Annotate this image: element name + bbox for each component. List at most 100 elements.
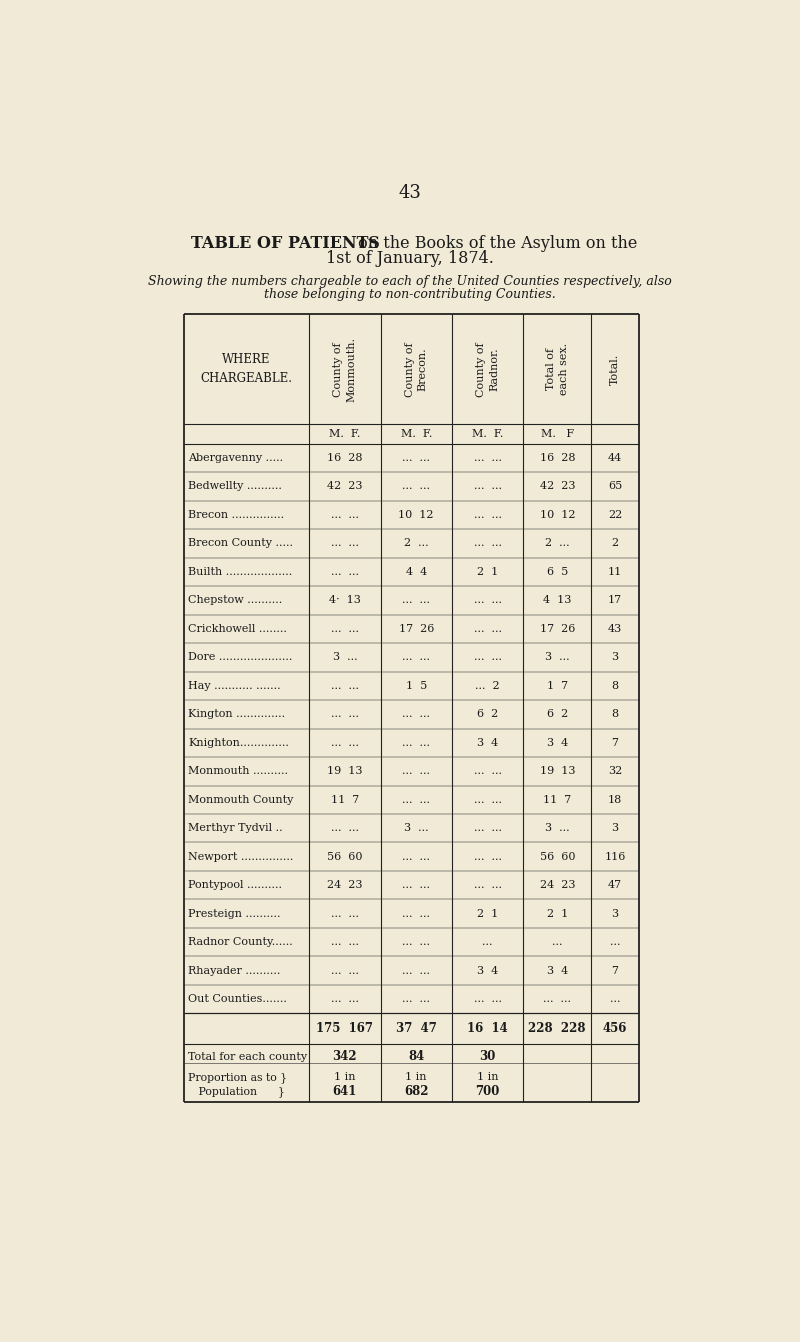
Text: ...  ...: ... ... <box>331 624 359 633</box>
Text: 56  60: 56 60 <box>327 852 362 862</box>
Text: ...  ...: ... ... <box>474 624 502 633</box>
Text: 6  2: 6 2 <box>546 710 568 719</box>
Text: 47: 47 <box>608 880 622 890</box>
Text: 3  ...: 3 ... <box>545 652 570 663</box>
Text: Rhayader ..........: Rhayader .......... <box>188 966 281 976</box>
Text: ...  ...: ... ... <box>474 766 502 776</box>
Text: M.  F.: M. F. <box>330 429 361 439</box>
Text: ...  ...: ... ... <box>402 909 430 919</box>
Text: ...  ...: ... ... <box>474 452 502 463</box>
Text: 2  1: 2 1 <box>477 909 498 919</box>
Text: 10  12: 10 12 <box>398 510 434 519</box>
Text: ...  ...: ... ... <box>474 823 502 833</box>
Text: 682: 682 <box>404 1086 429 1098</box>
Text: Bedwellty ..........: Bedwellty .......... <box>188 482 282 491</box>
Text: Newport ...............: Newport ............... <box>188 852 294 862</box>
Text: 3: 3 <box>611 823 618 833</box>
Text: Hay ........... .......: Hay ........... ....... <box>188 680 281 691</box>
Text: 1  5: 1 5 <box>406 680 427 691</box>
Text: 16  28: 16 28 <box>327 452 362 463</box>
Text: 3  4: 3 4 <box>477 966 498 976</box>
Text: Total.: Total. <box>610 354 620 385</box>
Text: 32: 32 <box>608 766 622 776</box>
Text: 11  7: 11 7 <box>330 794 359 805</box>
Text: Population      }: Population } <box>187 1086 285 1096</box>
Text: Proportion as to }: Proportion as to } <box>187 1072 286 1083</box>
Text: ...  ...: ... ... <box>402 452 430 463</box>
Text: 6  5: 6 5 <box>546 566 568 577</box>
Text: 56  60: 56 60 <box>539 852 575 862</box>
Text: ...  ...: ... ... <box>474 652 502 663</box>
Text: ...  ...: ... ... <box>474 880 502 890</box>
Text: M.   F: M. F <box>541 429 574 439</box>
Text: ...  ...: ... ... <box>402 794 430 805</box>
Text: those belonging to non-contributing Counties.: those belonging to non-contributing Coun… <box>264 287 556 301</box>
Text: Brecon ...............: Brecon ............... <box>188 510 285 519</box>
Text: 16  28: 16 28 <box>539 452 575 463</box>
Text: 1 in: 1 in <box>406 1072 427 1082</box>
Text: Total of
each sex.: Total of each sex. <box>546 344 569 396</box>
Text: Presteign ..........: Presteign .......... <box>188 909 281 919</box>
Text: 2  ...: 2 ... <box>404 538 429 549</box>
Text: 37  47: 37 47 <box>396 1023 437 1035</box>
Text: 11  7: 11 7 <box>543 794 571 805</box>
Text: ...: ... <box>482 937 493 947</box>
Text: ...: ... <box>610 994 620 1004</box>
Text: 17  26: 17 26 <box>539 624 575 633</box>
Text: 8: 8 <box>611 710 618 719</box>
Text: TABLE OF PATIENTS: TABLE OF PATIENTS <box>190 235 379 252</box>
Text: 1  7: 1 7 <box>546 680 568 691</box>
Text: ...  ...: ... ... <box>402 596 430 605</box>
Text: ...  ...: ... ... <box>331 937 359 947</box>
Text: 16  14: 16 14 <box>467 1023 508 1035</box>
Text: 19  13: 19 13 <box>327 766 362 776</box>
Text: Out Counties.......: Out Counties....... <box>188 994 287 1004</box>
Text: Pontypool ..........: Pontypool .......... <box>188 880 282 890</box>
Text: ...  ...: ... ... <box>402 766 430 776</box>
Text: 4  13: 4 13 <box>543 596 571 605</box>
Text: 6  2: 6 2 <box>477 710 498 719</box>
Text: 3  4: 3 4 <box>546 966 568 976</box>
Text: 3: 3 <box>611 909 618 919</box>
Text: Total for each county: Total for each county <box>187 1052 306 1062</box>
Text: 2  1: 2 1 <box>477 566 498 577</box>
Text: 2: 2 <box>611 538 618 549</box>
Text: 3  4: 3 4 <box>477 738 498 747</box>
Text: 3: 3 <box>611 652 618 663</box>
Text: County of
Brecon.: County of Brecon. <box>405 342 428 397</box>
Text: 7: 7 <box>611 966 618 976</box>
Text: ...  ...: ... ... <box>402 710 430 719</box>
Text: 11: 11 <box>608 566 622 577</box>
Text: ...  ...: ... ... <box>331 710 359 719</box>
Text: 228  228: 228 228 <box>529 1023 586 1035</box>
Text: County of
Monmouth.: County of Monmouth. <box>334 337 357 401</box>
Text: ...  ...: ... ... <box>474 596 502 605</box>
Text: ...  ...: ... ... <box>331 680 359 691</box>
Text: 7: 7 <box>611 738 618 747</box>
Text: Monmouth County: Monmouth County <box>188 794 294 805</box>
Text: Kington ..............: Kington .............. <box>188 710 286 719</box>
Text: 641: 641 <box>333 1086 357 1098</box>
Text: 30: 30 <box>479 1051 496 1063</box>
Text: ...: ... <box>552 937 562 947</box>
Text: 2  ...: 2 ... <box>545 538 570 549</box>
Text: 18: 18 <box>608 794 622 805</box>
Text: 116: 116 <box>604 852 626 862</box>
Text: on the Books of the Asylum on the: on the Books of the Asylum on the <box>353 235 637 252</box>
Text: ...  ...: ... ... <box>402 966 430 976</box>
Text: ...  ...: ... ... <box>402 738 430 747</box>
Text: M.  F.: M. F. <box>401 429 432 439</box>
Text: ...  ...: ... ... <box>402 652 430 663</box>
Text: ...  ...: ... ... <box>402 482 430 491</box>
Text: 1 in: 1 in <box>334 1072 356 1082</box>
Text: 19  13: 19 13 <box>539 766 575 776</box>
Text: 10  12: 10 12 <box>539 510 575 519</box>
Text: 42  23: 42 23 <box>539 482 575 491</box>
Text: 24  23: 24 23 <box>539 880 575 890</box>
Text: 1 in: 1 in <box>477 1072 498 1082</box>
Text: Radnor County......: Radnor County...... <box>188 937 293 947</box>
Text: ...  ...: ... ... <box>331 909 359 919</box>
Text: ...  ...: ... ... <box>474 994 502 1004</box>
Text: ...  ...: ... ... <box>474 794 502 805</box>
Text: ...  ...: ... ... <box>331 823 359 833</box>
